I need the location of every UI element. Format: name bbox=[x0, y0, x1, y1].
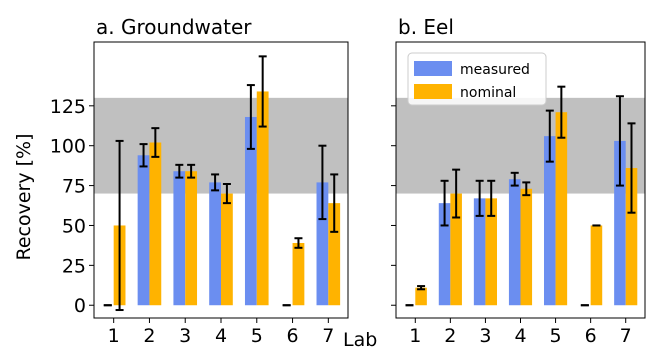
bar-groundwater-measured-lab-2 bbox=[137, 155, 150, 306]
bar-groundwater-measured-lab-4 bbox=[209, 182, 221, 306]
error-bar-eel-measured-lab-7 bbox=[615, 95, 624, 187]
error-bar-groundwater-nominal-lab-7 bbox=[330, 173, 339, 233]
bar-eel-measured-lab-5 bbox=[543, 136, 556, 306]
error-bar-groundwater-measured-lab-3 bbox=[175, 163, 184, 179]
bar-eel-measured-lab-7 bbox=[614, 140, 626, 306]
y-tick-label-25: 25 bbox=[62, 255, 86, 277]
reference-band-eel bbox=[396, 97, 645, 194]
error-bar-groundwater-measured-lab-4 bbox=[211, 173, 220, 192]
x-tick-label-eel-2: 2 bbox=[444, 325, 456, 347]
x-tick-label-groundwater-7: 7 bbox=[322, 325, 334, 347]
bar-groundwater-nominal-lab-7 bbox=[328, 203, 341, 306]
bar-eel-nominal-lab-4 bbox=[520, 188, 533, 306]
error-bar-groundwater-nominal-lab-1 bbox=[115, 139, 124, 312]
bar-groundwater-measured-lab-3 bbox=[173, 171, 186, 306]
legend-swatch-nominal bbox=[414, 84, 452, 99]
legend-label-nominal: nominal bbox=[460, 85, 516, 101]
y-axis-label: Recovery [%] bbox=[13, 133, 35, 260]
x-tick-label-eel-6: 6 bbox=[585, 325, 597, 347]
bar-groundwater-measured-lab-5 bbox=[244, 116, 257, 306]
bar-eel-nominal-lab-5 bbox=[555, 112, 568, 306]
x-tick-label-eel-1: 1 bbox=[409, 325, 421, 347]
x-tick-label-groundwater-6: 6 bbox=[287, 325, 299, 347]
error-bar-eel-measured-lab-3 bbox=[475, 179, 484, 217]
error-bar-eel-nominal-lab-5 bbox=[557, 85, 566, 139]
error-bar-eel-measured-lab-4 bbox=[510, 171, 519, 187]
y-tick-label-75: 75 bbox=[62, 176, 86, 198]
error-bar-eel-nominal-lab-3 bbox=[487, 179, 496, 217]
bar-eel-nominal-lab-7 bbox=[625, 168, 638, 306]
error-bar-groundwater-measured-lab-7 bbox=[318, 144, 327, 221]
x-tick-label-eel-3: 3 bbox=[479, 325, 491, 347]
legend: measured nominal bbox=[407, 52, 547, 106]
error-bar-eel-nominal-lab-7 bbox=[627, 122, 636, 214]
x-tick-label-groundwater-3: 3 bbox=[179, 325, 191, 347]
legend-swatch-measured bbox=[414, 61, 452, 76]
bar-eel-nominal-lab-2 bbox=[450, 193, 462, 306]
error-bar-groundwater-nominal-lab-3 bbox=[187, 163, 196, 179]
bar-groundwater-nominal-lab-4 bbox=[221, 193, 233, 306]
error-bar-eel-measured-lab-2 bbox=[440, 179, 449, 227]
error-bar-groundwater-nominal-lab-5 bbox=[258, 55, 267, 128]
error-bar-groundwater-nominal-lab-2 bbox=[151, 127, 160, 158]
reference-band-groundwater bbox=[94, 97, 348, 194]
y-tick-label-0: 0 bbox=[74, 295, 86, 317]
y-tick-label-125: 125 bbox=[50, 96, 86, 118]
bar-eel-measured-lab-2 bbox=[438, 203, 451, 306]
y-tick-label-50: 50 bbox=[62, 215, 86, 237]
bar-eel-measured-lab-4 bbox=[508, 179, 521, 306]
bar-eel-nominal-lab-6 bbox=[590, 225, 603, 306]
panel-eel: b. Eel 1 2 3 4 5 6 7 bbox=[391, 15, 646, 347]
legend-label-measured: measured bbox=[460, 62, 530, 78]
panel-groundwater: a. Groundwater 1 2 3 4 5 6 7 0 25 50 75 100 125 bbox=[50, 15, 349, 347]
bar-groundwater-nominal-lab-6 bbox=[292, 243, 305, 306]
error-bar-eel-nominal-lab-4 bbox=[522, 181, 531, 197]
bar-groundwater-measured-lab-7 bbox=[316, 182, 329, 306]
x-tick-label-eel-7: 7 bbox=[620, 325, 632, 347]
error-bar-groundwater-measured-lab-5 bbox=[246, 84, 255, 150]
x-tick-label-groundwater-2: 2 bbox=[143, 325, 155, 347]
panel-title-groundwater: a. Groundwater bbox=[96, 15, 252, 39]
error-bar-groundwater-nominal-lab-6 bbox=[294, 237, 303, 249]
error-bar-eel-nominal-lab-1 bbox=[417, 285, 426, 291]
plot-area-groundwater: 1 2 3 4 5 6 7 0 25 50 75 100 125 bbox=[50, 41, 349, 347]
x-tick-label-groundwater-4: 4 bbox=[215, 325, 227, 347]
bar-eel-measured-lab-3 bbox=[473, 198, 486, 306]
bar-eel-nominal-lab-1 bbox=[415, 287, 427, 306]
x-axis-label: Lab bbox=[343, 329, 377, 349]
x-tick-label-eel-5: 5 bbox=[550, 325, 562, 347]
bar-groundwater-nominal-lab-3 bbox=[185, 171, 198, 306]
panel-title-eel: b. Eel bbox=[398, 15, 454, 39]
plot-area-eel: 1 2 3 4 5 6 7 bbox=[391, 41, 646, 347]
error-bar-groundwater-nominal-lab-4 bbox=[222, 182, 231, 205]
x-tick-label-eel-4: 4 bbox=[514, 325, 526, 347]
x-tick-label-groundwater-1: 1 bbox=[108, 325, 120, 347]
y-tick-label-100: 100 bbox=[50, 136, 86, 158]
bar-eel-nominal-lab-3 bbox=[485, 198, 498, 306]
bar-groundwater-nominal-lab-5 bbox=[256, 91, 269, 306]
error-bar-groundwater-measured-lab-2 bbox=[139, 143, 148, 168]
error-bar-eel-nominal-lab-2 bbox=[452, 168, 461, 219]
bar-groundwater-nominal-lab-2 bbox=[149, 142, 162, 306]
error-bar-eel-measured-lab-5 bbox=[545, 109, 554, 163]
x-tick-label-groundwater-5: 5 bbox=[251, 325, 263, 347]
